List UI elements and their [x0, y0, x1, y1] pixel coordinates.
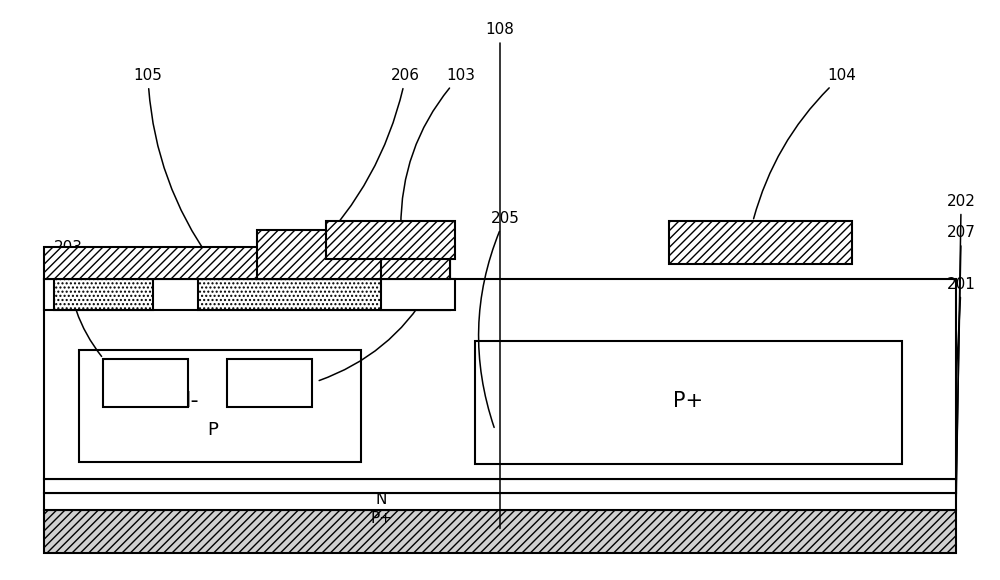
FancyBboxPatch shape — [44, 493, 956, 510]
FancyBboxPatch shape — [44, 510, 956, 553]
Text: P+: P+ — [370, 511, 392, 526]
Text: 105: 105 — [134, 68, 211, 260]
Text: 202: 202 — [947, 194, 976, 500]
Text: 207: 207 — [947, 226, 976, 483]
Text: N+: N+ — [258, 376, 282, 391]
FancyBboxPatch shape — [103, 358, 188, 407]
Text: 206: 206 — [314, 68, 420, 251]
FancyBboxPatch shape — [44, 478, 956, 493]
Text: P: P — [207, 421, 218, 439]
FancyBboxPatch shape — [198, 278, 450, 310]
FancyBboxPatch shape — [198, 262, 450, 278]
FancyBboxPatch shape — [475, 342, 902, 465]
Text: N-: N- — [175, 392, 200, 411]
Text: N+: N+ — [134, 376, 158, 391]
Text: 103: 103 — [401, 68, 475, 227]
FancyBboxPatch shape — [44, 247, 450, 278]
FancyBboxPatch shape — [44, 278, 450, 310]
FancyBboxPatch shape — [44, 278, 956, 478]
Text: 108: 108 — [486, 23, 514, 528]
FancyBboxPatch shape — [79, 350, 361, 462]
Text: P+: P+ — [673, 392, 703, 411]
Text: 204: 204 — [319, 271, 450, 380]
FancyBboxPatch shape — [257, 230, 381, 278]
FancyBboxPatch shape — [669, 222, 852, 264]
Text: N: N — [375, 492, 387, 508]
Text: 205: 205 — [479, 211, 519, 427]
Text: 201: 201 — [947, 277, 976, 376]
FancyBboxPatch shape — [227, 358, 312, 407]
FancyBboxPatch shape — [54, 278, 153, 310]
FancyBboxPatch shape — [381, 278, 455, 310]
FancyBboxPatch shape — [326, 222, 455, 259]
Text: 203: 203 — [54, 240, 102, 357]
Text: 104: 104 — [754, 68, 857, 219]
